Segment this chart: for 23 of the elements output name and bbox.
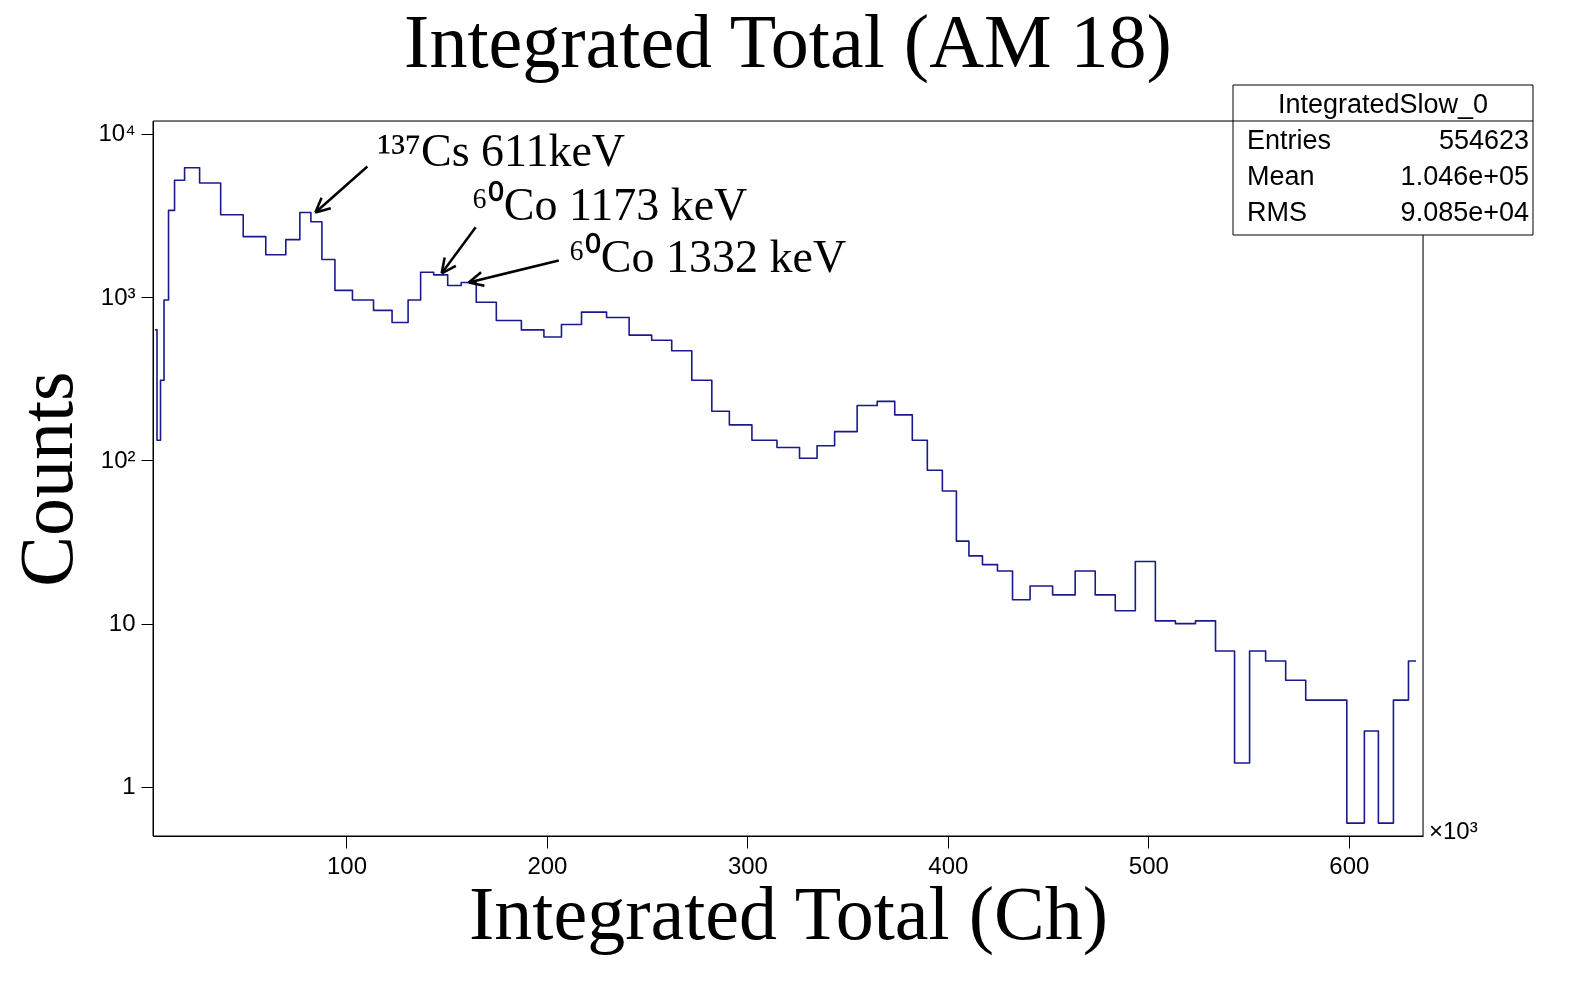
annotation: ⁶⁰Co 1173 keV — [471, 179, 748, 231]
y-tick-label: 10³ — [100, 282, 136, 310]
y-tick-label: 10⁴ — [98, 119, 136, 147]
annotation: 1.046e+05 — [1400, 161, 1529, 191]
annotation: Mean — [1247, 161, 1315, 191]
text: IntegratedSlow_0 — [1277, 89, 1489, 119]
x-tick-label: 400 — [928, 851, 969, 879]
annotation: 9.085e+04 — [1400, 197, 1529, 227]
x-tick-label: 500 — [1128, 851, 1169, 879]
x-tick-label: 600 — [1329, 851, 1370, 879]
text: 554623 — [1438, 125, 1529, 155]
x-tick-label: 100 — [326, 851, 367, 879]
y-tick-label: 10 — [108, 609, 136, 637]
y-tick-label: 10² — [100, 445, 136, 473]
y-axis-title: Counts — [4, 371, 89, 587]
text: ×10³ — [1429, 817, 1478, 844]
annotation: ¹³⁷Cs 611keV — [377, 124, 626, 176]
y-tick-label: 1 — [122, 772, 136, 800]
annotation: ⁶⁰Co 1332 keV — [568, 231, 847, 283]
chart-title: Integrated Total (AM 18) — [404, 0, 1172, 84]
annotation: Entries — [1247, 125, 1332, 155]
annotation: RMS — [1247, 197, 1307, 227]
x-tick-label: 300 — [727, 851, 768, 879]
